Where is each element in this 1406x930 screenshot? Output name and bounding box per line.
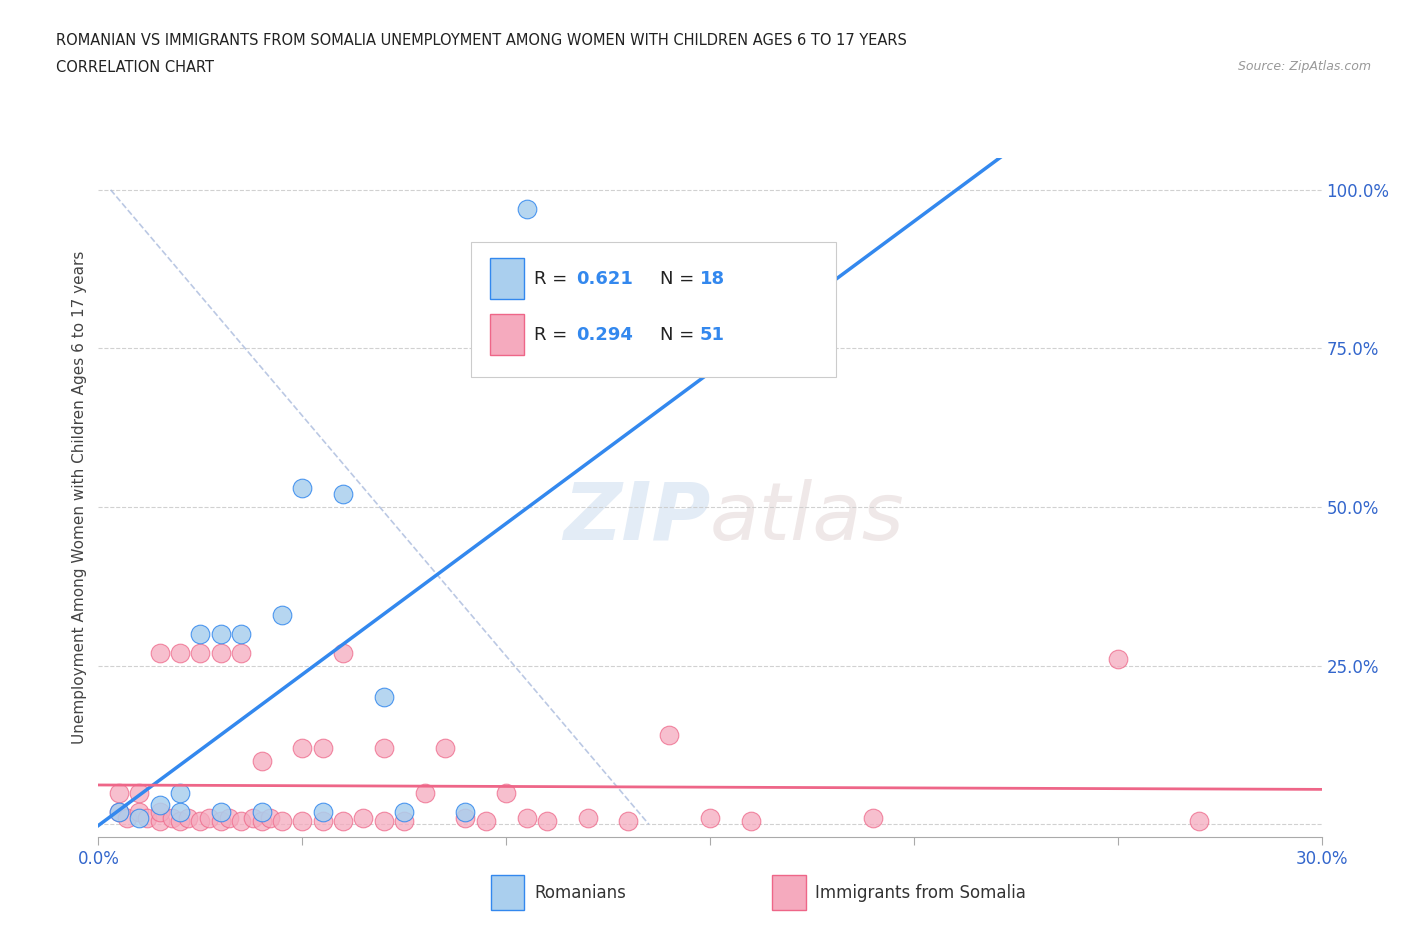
Point [862, 811, 884, 826]
Text: Source: ZipAtlas.com: Source: ZipAtlas.com [1237, 60, 1371, 73]
Y-axis label: Unemployment Among Women with Children Ages 6 to 17 years: Unemployment Among Women with Children A… [72, 251, 87, 744]
Point [658, 728, 681, 743]
Text: N =: N = [661, 270, 700, 288]
Point [270, 814, 294, 829]
Point [392, 804, 416, 819]
Point [209, 627, 232, 642]
Point [576, 811, 599, 826]
Text: N =: N = [661, 326, 700, 344]
Point [454, 811, 477, 826]
Point [291, 740, 314, 755]
Point [188, 814, 212, 829]
Point [149, 645, 172, 660]
Point [373, 690, 395, 705]
Text: 0.294: 0.294 [576, 326, 633, 344]
Text: 0.621: 0.621 [576, 270, 633, 288]
Point [332, 645, 354, 660]
Point [108, 785, 131, 800]
Point [149, 804, 172, 819]
Text: ZIP: ZIP [562, 479, 710, 557]
Point [250, 804, 273, 819]
Point [1188, 814, 1211, 829]
Point [250, 814, 273, 829]
Text: atlas: atlas [710, 479, 905, 557]
Point [177, 811, 200, 826]
Point [291, 481, 314, 496]
Point [169, 804, 191, 819]
Point [617, 814, 640, 829]
Point [197, 811, 219, 826]
Point [312, 740, 335, 755]
Point [115, 811, 138, 826]
Point [231, 645, 253, 660]
Point [188, 627, 212, 642]
Point [699, 811, 721, 826]
Text: Romanians: Romanians [534, 884, 626, 902]
Point [209, 645, 232, 660]
Point [516, 811, 538, 826]
Text: 18: 18 [700, 270, 725, 288]
Point [209, 814, 232, 829]
Point [128, 804, 150, 819]
Text: R =: R = [534, 270, 572, 288]
Point [149, 814, 172, 829]
Point [108, 804, 131, 819]
Point [242, 811, 264, 826]
Text: R =: R = [534, 326, 572, 344]
Point [160, 811, 183, 826]
Point [128, 811, 150, 826]
Text: ROMANIAN VS IMMIGRANTS FROM SOMALIA UNEMPLOYMENT AMONG WOMEN WITH CHILDREN AGES : ROMANIAN VS IMMIGRANTS FROM SOMALIA UNEM… [56, 33, 907, 47]
Point [516, 202, 538, 217]
Text: Immigrants from Somalia: Immigrants from Somalia [815, 884, 1026, 902]
Point [108, 804, 131, 819]
Point [536, 814, 558, 829]
Point [250, 753, 273, 768]
Point [149, 798, 172, 813]
Point [332, 814, 354, 829]
Point [312, 814, 335, 829]
Point [188, 645, 212, 660]
Point [259, 811, 281, 826]
Point [291, 814, 314, 829]
Point [474, 814, 498, 829]
Point [352, 811, 374, 826]
Point [312, 804, 335, 819]
Point [231, 627, 253, 642]
Point [434, 740, 457, 755]
Point [413, 785, 436, 800]
Point [128, 785, 150, 800]
Text: CORRELATION CHART: CORRELATION CHART [56, 60, 214, 75]
Point [169, 785, 191, 800]
Point [454, 804, 477, 819]
Point [373, 814, 395, 829]
Point [218, 811, 240, 826]
Point [136, 811, 159, 826]
Point [495, 785, 517, 800]
Point [169, 645, 191, 660]
Point [231, 814, 253, 829]
Point [270, 607, 294, 622]
Point [332, 487, 354, 502]
Point [373, 740, 395, 755]
Point [740, 814, 762, 829]
Point [392, 814, 416, 829]
Point [169, 814, 191, 829]
Point [209, 804, 232, 819]
Text: 51: 51 [700, 326, 724, 344]
Point [1107, 652, 1129, 667]
